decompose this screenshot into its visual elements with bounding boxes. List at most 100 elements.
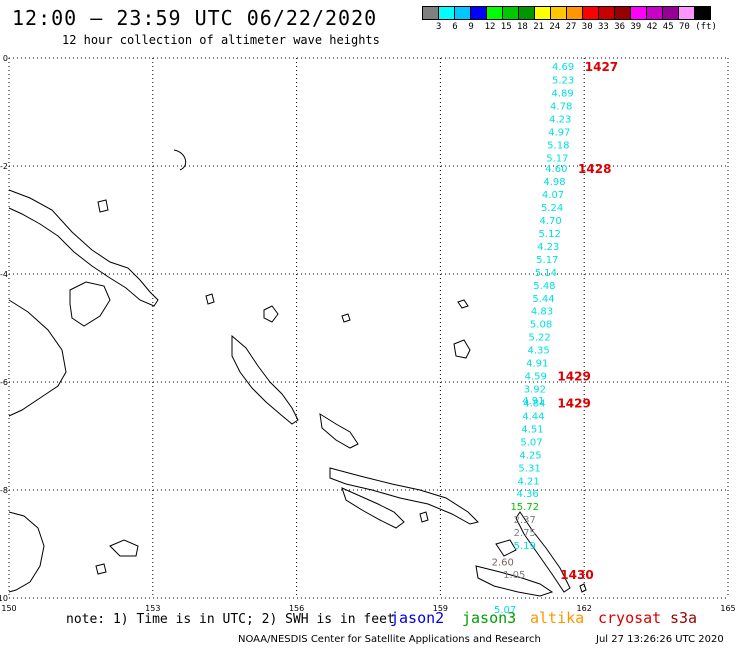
scale-label: 45: [662, 22, 674, 32]
coastline-small-f: [95, 563, 107, 575]
wave-height-value: 4.78: [550, 102, 572, 113]
coastline-makira: [109, 539, 139, 557]
scale-label: 33: [598, 22, 609, 32]
wave-height-value: 15.72: [510, 502, 539, 513]
coastline-new-ireland: [173, 149, 187, 171]
coastline-west-islands: [8, 511, 45, 593]
longitude-tick-label: 156: [289, 604, 304, 613]
scale-label: 12: [484, 22, 496, 32]
scale-label: 3: [436, 22, 442, 32]
coastline-small-i: [419, 511, 429, 523]
wave-height-value: 5.23: [552, 76, 574, 87]
color-scale: [422, 6, 711, 20]
wave-height-value: 5.17: [546, 153, 568, 164]
coastline-isabel: [329, 467, 479, 525]
orbit-number: 1427: [585, 60, 618, 74]
orbit-number: 1429: [557, 370, 590, 384]
longitude-tick-label: 162: [577, 604, 592, 613]
scale-label: 9: [468, 22, 474, 32]
legend-s3a: s3a: [670, 609, 698, 627]
wave-height-value: 5.14: [535, 268, 557, 279]
wave-height-value: 5.17: [536, 255, 558, 266]
wave-height-value: 5.12: [539, 229, 561, 240]
scale-label: 6: [452, 22, 458, 32]
scale-label: 27: [565, 22, 577, 32]
orbit-number: 1430: [560, 568, 593, 582]
wave-height-value: 3.92: [524, 384, 546, 395]
wave-height-value: 2.37: [514, 515, 536, 526]
latitude-tick-label: -4: [0, 270, 8, 279]
wave-height-value: 5.19: [514, 541, 536, 552]
wave-height-value: 5.31: [518, 463, 540, 474]
wave-height-value: 4.35: [528, 346, 550, 357]
wave-height-value: 5.22: [528, 333, 550, 344]
wave-height-value: 4.59: [525, 372, 547, 383]
scale-label: 30: [581, 22, 593, 32]
latitude-tick-label: -2: [0, 162, 8, 171]
wave-height-value: 5.07: [520, 437, 542, 448]
coastline-guadalcanal: [475, 565, 554, 597]
orbit-number: 1429: [557, 397, 590, 411]
wave-height-value: 4.36: [517, 489, 539, 500]
coastline-small-b: [205, 293, 215, 305]
wave-height-value: 4.44: [522, 411, 544, 422]
wave-height-value: 1.05: [503, 570, 525, 581]
coastlines: [8, 149, 587, 597]
wave-height-value: 5.18: [547, 140, 569, 151]
coastline-small-e: [341, 313, 351, 323]
coastline-new-georgia: [341, 487, 405, 529]
legend-jason3: jason3: [462, 609, 517, 627]
wave-height-value: 4.21: [517, 476, 539, 487]
wave-height-value: 4.23: [537, 242, 559, 253]
wave-height-value: 4.97: [548, 127, 570, 138]
wave-height-value: 4.83: [531, 307, 553, 318]
coastline-small-h: [579, 583, 587, 593]
map-subtitle: 12 hour collection of altimeter wave hei…: [62, 33, 380, 47]
orbit-numbers: 1427 1428 1429 1429 1430: [557, 60, 618, 582]
wave-height-value: 4.51: [521, 424, 543, 435]
longitude-tick-label: 165: [720, 604, 735, 613]
wave-height-value: 2.75: [514, 528, 536, 539]
graticule: [9, 57, 728, 599]
wave-height-value: 4.23: [549, 114, 571, 125]
scale-label: 21: [533, 22, 545, 32]
map-title: 12:00 – 23:59 UTC 06/22/2020: [12, 6, 378, 30]
scale-unit: (ft): [695, 22, 717, 32]
scale-label: 39: [630, 22, 642, 32]
wave-height-value: 4.91: [522, 396, 544, 407]
wave-height-value: 4.98: [543, 177, 565, 188]
wave-height-value: 4.07: [542, 190, 564, 201]
legend-jason2: jason2: [390, 609, 445, 627]
legend-cryosat: cryosat: [598, 609, 662, 627]
wave-height-value: 5.08: [530, 320, 552, 331]
scale-label: 36: [614, 22, 626, 32]
legend-altika: altika: [530, 609, 585, 627]
longitude-tick-label: 150: [1, 604, 16, 613]
coastline-small-a: [263, 305, 279, 323]
coastline-choiseul: [319, 413, 359, 449]
wave-height-value: 4.60: [545, 164, 567, 175]
coastline-inner-gulf: [69, 281, 111, 327]
wave-height-value: 4.69: [552, 62, 574, 73]
generation-timestamp: Jul 27 13:26:26 UTC 2020: [596, 634, 724, 645]
coastline-ontong: [453, 339, 471, 359]
orbit-number: 1428: [578, 162, 611, 176]
wave-height-value: 4.91: [526, 359, 548, 370]
coastline-bougainville: [231, 334, 299, 425]
latitude-tick-label: -10: [0, 594, 8, 603]
coastline-small-g: [495, 539, 517, 557]
coastline-malaita: [515, 511, 571, 593]
units-note: note: 1) Time is in UTC; 2) SWH is in fe…: [66, 612, 395, 627]
map-frame: [8, 58, 729, 599]
wave-height-value: 5.07: [494, 605, 516, 616]
coastline-new-britain: [8, 189, 159, 307]
longitude-tick-label: 153: [145, 604, 160, 613]
wave-height-value: 5.24: [541, 203, 563, 214]
scale-label: 42: [646, 22, 658, 32]
altimeter-readings: 4.695.234.894.784.234.975.185.174.604.98…: [492, 62, 575, 616]
wave-height-value: 4.84: [523, 399, 545, 410]
coastline-small-d: [97, 199, 109, 213]
scale-label: 15: [500, 22, 512, 32]
latitude-tick-label: -6: [0, 378, 8, 387]
